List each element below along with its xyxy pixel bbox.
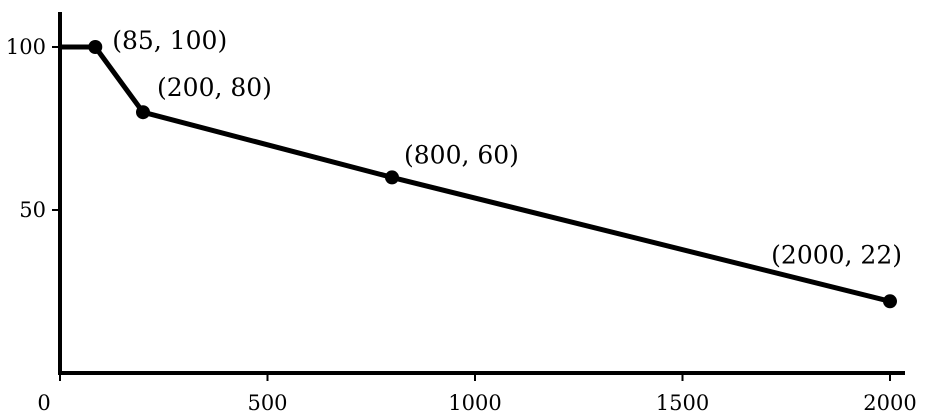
- x-tick-label-2: 1000: [448, 391, 501, 412]
- data-point-2: [385, 170, 399, 185]
- point-label-3: (2000, 22): [771, 240, 902, 269]
- data-point-3: [883, 294, 897, 309]
- x-tick-label-1: 500: [247, 391, 287, 412]
- data-point-0: [88, 40, 103, 54]
- y-tick-label-0: 50: [19, 198, 46, 222]
- x-tick-label-4: 2000: [863, 391, 916, 412]
- data-point-1: [136, 105, 150, 120]
- y-tick-label-1: 100: [6, 35, 46, 59]
- point-label-1: (200, 80): [157, 73, 272, 102]
- x-tick-label-3: 1500: [656, 391, 709, 412]
- point-label-0: (85, 100): [112, 26, 227, 55]
- x-tick-label-0: 0: [37, 391, 50, 412]
- point-label-2: (800, 60): [404, 140, 519, 169]
